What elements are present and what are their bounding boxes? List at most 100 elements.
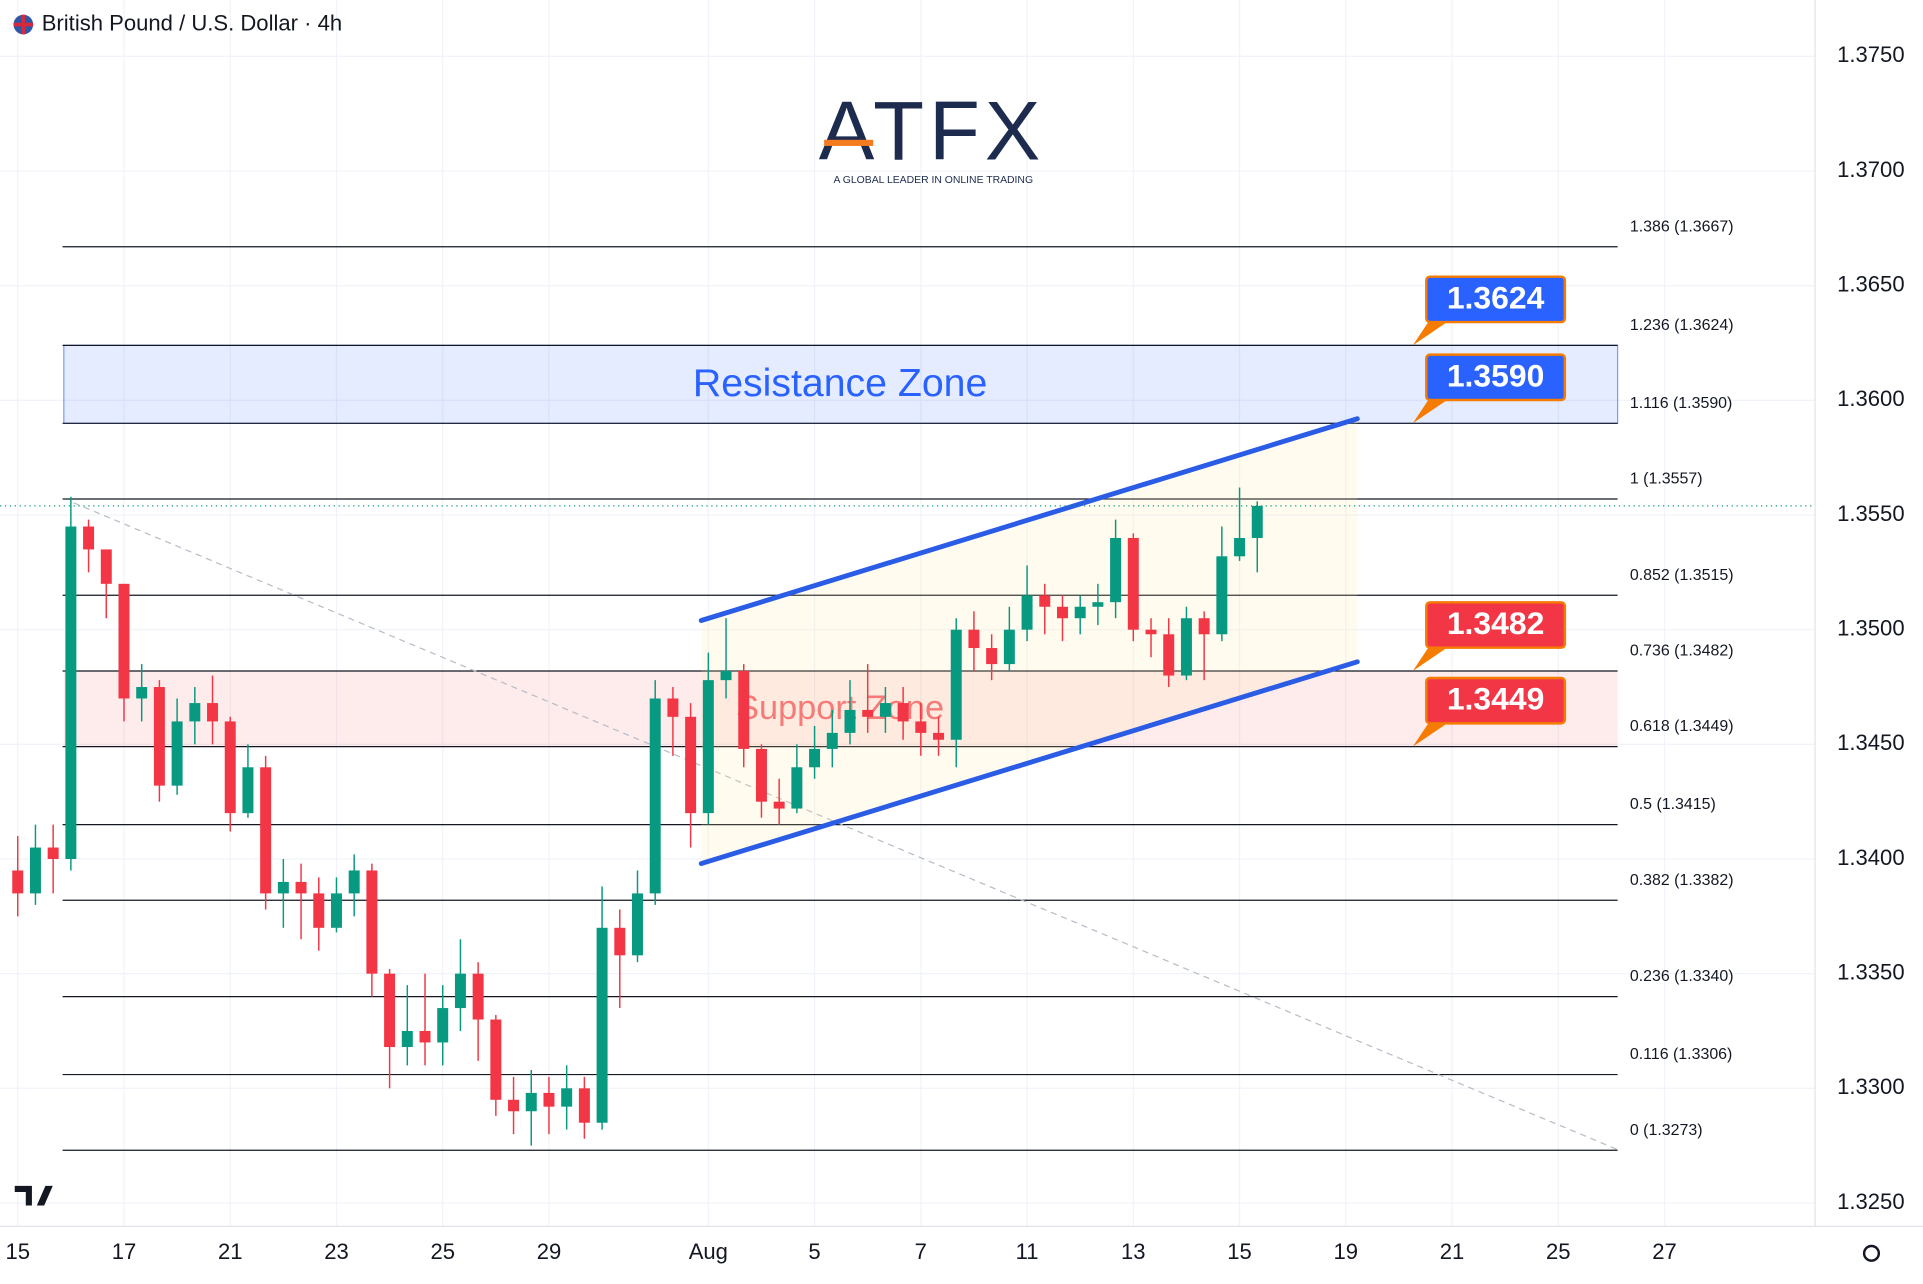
candle-body [472, 973, 484, 1020]
fib-label: 0.736 (1.3482) [1630, 643, 1734, 660]
candle-body [986, 648, 998, 665]
zone [63, 670, 1618, 747]
x-tick-label: 5 [808, 1239, 820, 1264]
zones: Resistance Zone Support Zone [63, 344, 1619, 747]
candle-body [862, 709, 874, 717]
settings-icon[interactable] [1862, 1244, 1881, 1262]
x-tick-label: 23 [324, 1239, 349, 1264]
y-tick-label: 1.3400 [1837, 845, 1904, 870]
callouts: 1.3624 1.3590 1.3482 1.3449 [1412, 275, 1567, 747]
candle-body [1056, 606, 1068, 619]
zone-label: Support Zone [736, 689, 944, 727]
y-tick-label: 1.3750 [1837, 42, 1904, 67]
candle-body [738, 670, 750, 749]
candle-body [189, 703, 201, 722]
fib-label: 1.386 (1.3667) [1630, 218, 1734, 235]
tv-logo [14, 1185, 53, 1206]
channel [698, 416, 1360, 867]
callout-label: 1.3482 [1447, 605, 1545, 641]
logo-tagline: A GLOBAL LEADER IN ONLINE TRADING [834, 175, 1034, 186]
y-tick-label: 1.3250 [1837, 1189, 1904, 1214]
x-tick-label: 25 [1546, 1239, 1571, 1264]
candle-body [667, 698, 679, 717]
candle-body [242, 767, 254, 814]
zone-label: Resistance Zone [693, 361, 987, 405]
candle-body [153, 687, 165, 786]
candle-body [171, 721, 183, 786]
candle-body [525, 1092, 537, 1112]
candle-body [561, 1088, 573, 1107]
logo-accent [824, 139, 874, 146]
x-tick-label: 17 [112, 1239, 137, 1264]
y-tick-label: 1.3300 [1837, 1074, 1904, 1099]
candle-body [933, 732, 945, 740]
channel-fill [701, 418, 1358, 864]
fib-label: 0.116 (1.3306) [1630, 1046, 1732, 1063]
candle-body [1110, 537, 1122, 603]
x-tick-label: 19 [1334, 1239, 1359, 1264]
candle-body [614, 927, 626, 956]
candle-body [897, 703, 909, 722]
candle-body [277, 881, 289, 894]
channel-lower [698, 659, 1360, 867]
callout-label: 1.3590 [1447, 357, 1545, 393]
candle-body [1074, 606, 1086, 619]
candle-body [260, 767, 272, 894]
y-tick-label: 1.3500 [1837, 616, 1904, 641]
candle-body [1127, 537, 1139, 630]
y-tick-label: 1.3600 [1837, 386, 1904, 411]
candle-body [685, 716, 697, 814]
candle-body [773, 801, 785, 809]
callout-box [1425, 275, 1567, 324]
candle-body [632, 893, 643, 956]
x-tick-label: 13 [1121, 1239, 1146, 1264]
x-tick-label: 7 [915, 1239, 927, 1264]
flag-cross [13, 14, 34, 35]
callout-box [1425, 676, 1567, 725]
candle-body [207, 703, 219, 722]
candle-body [755, 748, 767, 802]
axes: 1.3250 1.3300 1.3350 1.3400 1.3450 1.3500 1.35… [5, 42, 1904, 1264]
candle-body [65, 526, 77, 860]
candle-body [543, 1092, 555, 1107]
candle-body [915, 721, 927, 733]
candle-body [83, 526, 95, 550]
callout-label: 1.3449 [1447, 681, 1545, 717]
candle-body [419, 1030, 431, 1043]
candle-body [879, 703, 891, 717]
x-tick-label: 15 [1227, 1239, 1252, 1264]
candle-body [968, 629, 980, 649]
candle-body [401, 1030, 413, 1048]
chart-title: British Pound / U.S. Dollar · 4h [42, 10, 342, 35]
fib-label: 0.382 (1.3382) [1630, 872, 1734, 889]
candle-body [12, 870, 24, 894]
callout-box [1425, 353, 1567, 402]
price-axis-bg [1815, 0, 1923, 1284]
fib-label: 1.116 (1.3590) [1630, 395, 1732, 412]
candle-body [100, 549, 112, 584]
candle-body [1145, 629, 1157, 635]
candle-body [490, 1019, 502, 1100]
x-tick-label: 25 [430, 1239, 455, 1264]
x-tick-label: 11 [1016, 1239, 1039, 1264]
y-tick-label: 1.3700 [1837, 157, 1904, 182]
candle-body [330, 893, 342, 928]
candle-body [366, 870, 378, 974]
fib-label: 0.852 (1.3515) [1630, 567, 1734, 584]
candle-body [508, 1099, 520, 1112]
candle-body [348, 870, 360, 894]
fib-label: 1 (1.3557) [1630, 471, 1703, 488]
y-tick-label: 1.3550 [1837, 501, 1904, 526]
x-tick-label: 15 [5, 1239, 30, 1264]
candle-body [702, 680, 714, 814]
fib-label: 0.618 (1.3449) [1630, 718, 1734, 735]
fibonacci: 1.386 (1.3667) 1.236 (1.3624) 1.116 (1.359… [62, 218, 1734, 1151]
callout-box [1425, 601, 1567, 649]
candle-body [224, 721, 236, 814]
candle-body [295, 881, 307, 894]
x-tick-label: 27 [1652, 1239, 1677, 1264]
candle-body [313, 893, 325, 928]
candle-body [1021, 595, 1033, 630]
candle-body [596, 927, 608, 1123]
